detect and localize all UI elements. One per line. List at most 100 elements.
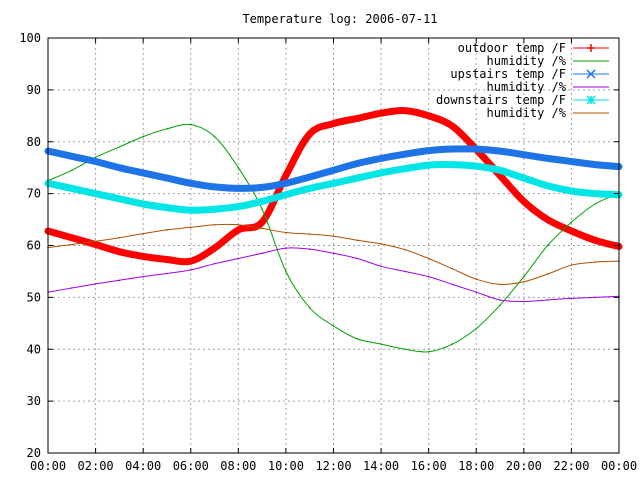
x-tick-label: 06:00 bbox=[173, 459, 209, 473]
data-point bbox=[404, 348, 406, 351]
data-point bbox=[520, 151, 527, 158]
data-point bbox=[523, 300, 525, 303]
data-point bbox=[401, 165, 408, 172]
data-point bbox=[401, 151, 408, 158]
data-point bbox=[213, 262, 216, 265]
data-point bbox=[592, 190, 599, 197]
data-point bbox=[451, 283, 454, 286]
data-point bbox=[592, 237, 599, 244]
data-point bbox=[164, 256, 170, 263]
data-point bbox=[118, 236, 121, 239]
data-point bbox=[285, 247, 287, 249]
data-point bbox=[92, 241, 99, 248]
data-point bbox=[308, 233, 311, 235]
data-point bbox=[378, 155, 385, 162]
data-point bbox=[166, 229, 168, 231]
data-point bbox=[475, 327, 478, 330]
x-tick-label: 08:00 bbox=[220, 459, 256, 473]
data-point bbox=[235, 185, 242, 192]
data-point bbox=[568, 228, 575, 234]
data-point bbox=[497, 167, 503, 174]
series-group bbox=[44, 107, 623, 353]
data-point bbox=[332, 325, 335, 327]
data-point bbox=[354, 160, 361, 167]
data-point bbox=[116, 195, 123, 202]
legend-label: downstairs temp /F bbox=[436, 93, 566, 107]
data-point bbox=[306, 131, 313, 137]
data-point bbox=[166, 272, 168, 275]
data-point bbox=[259, 198, 266, 205]
legend-marker-stroke bbox=[586, 95, 596, 105]
data-point bbox=[332, 252, 335, 255]
data-point bbox=[308, 248, 311, 250]
data-point bbox=[330, 120, 337, 127]
legend-label: humidity /% bbox=[487, 80, 567, 94]
axes: 20 30 40 50 60 70 80 90 100 00:00 02:00 04:00 06:00 0… bbox=[19, 31, 637, 473]
data-point bbox=[449, 161, 456, 168]
data-point bbox=[520, 175, 527, 182]
data-point bbox=[68, 153, 75, 160]
data-point bbox=[190, 269, 192, 271]
data-point bbox=[568, 158, 575, 165]
data-point bbox=[140, 201, 147, 207]
x-tick-label: 02:00 bbox=[78, 459, 114, 473]
data-point bbox=[116, 164, 123, 171]
data-point bbox=[427, 275, 430, 278]
x-tick-label: 00:00 bbox=[601, 459, 637, 473]
data-point bbox=[473, 146, 480, 152]
data-point bbox=[356, 338, 359, 340]
data-point bbox=[164, 204, 170, 211]
legend-marker-stroke bbox=[586, 69, 596, 79]
data-point bbox=[523, 275, 525, 278]
x-tick-label: 16:00 bbox=[411, 459, 447, 473]
x-tick-label: 20:00 bbox=[506, 459, 542, 473]
data-point bbox=[497, 148, 503, 155]
data-point bbox=[190, 226, 192, 229]
data-point bbox=[71, 243, 73, 246]
data-point bbox=[237, 257, 240, 260]
y-tick-label: 30 bbox=[27, 394, 41, 408]
legend-marker bbox=[586, 69, 596, 79]
data-point bbox=[404, 248, 406, 251]
data-point bbox=[401, 107, 408, 114]
data-point bbox=[499, 299, 501, 301]
chart-title: Temperature log: 2006-07-11 bbox=[242, 12, 437, 26]
data-point bbox=[94, 156, 97, 159]
data-point bbox=[282, 180, 289, 187]
data-point bbox=[187, 180, 194, 187]
x-tick-label: 12:00 bbox=[315, 459, 351, 473]
data-point bbox=[118, 279, 121, 282]
data-point bbox=[425, 147, 432, 154]
data-point bbox=[354, 175, 361, 182]
data-point bbox=[261, 252, 263, 255]
gridlines bbox=[48, 38, 619, 453]
data-point bbox=[594, 261, 596, 263]
data-point bbox=[308, 307, 311, 309]
y-tick-label: 80 bbox=[27, 135, 41, 149]
data-point bbox=[94, 240, 97, 243]
data-point bbox=[499, 283, 501, 286]
data-point bbox=[427, 257, 430, 260]
data-point bbox=[568, 188, 575, 194]
data-point bbox=[356, 257, 359, 260]
data-point bbox=[378, 110, 385, 117]
data-point bbox=[211, 183, 218, 190]
data-point bbox=[92, 190, 99, 197]
data-point bbox=[190, 123, 192, 126]
data-point bbox=[261, 227, 263, 230]
data-point bbox=[213, 223, 216, 226]
data-point bbox=[520, 198, 527, 205]
data-point bbox=[285, 270, 287, 273]
data-point bbox=[404, 270, 406, 273]
data-point bbox=[425, 162, 432, 169]
data-point bbox=[451, 268, 454, 270]
data-point bbox=[570, 264, 573, 267]
data-point bbox=[118, 146, 121, 148]
data-point bbox=[475, 291, 478, 294]
data-point bbox=[92, 158, 99, 165]
data-point bbox=[570, 221, 573, 223]
data-point bbox=[140, 253, 147, 260]
